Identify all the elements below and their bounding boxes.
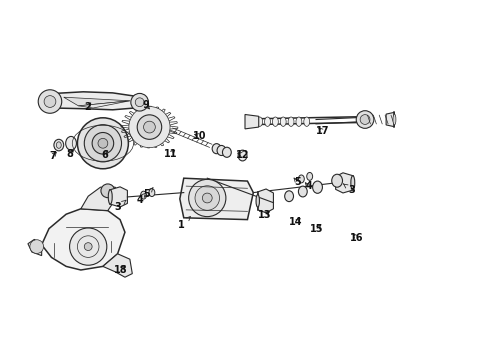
Ellipse shape	[307, 172, 313, 180]
Ellipse shape	[288, 117, 294, 126]
Ellipse shape	[54, 139, 64, 151]
Circle shape	[101, 184, 115, 198]
Circle shape	[44, 96, 56, 107]
Polygon shape	[386, 112, 394, 127]
Polygon shape	[45, 92, 142, 110]
Text: 17: 17	[316, 126, 329, 136]
Text: 3: 3	[343, 184, 355, 195]
Circle shape	[144, 121, 155, 133]
Circle shape	[70, 228, 107, 265]
Polygon shape	[258, 189, 273, 213]
Text: 4: 4	[305, 181, 312, 192]
Ellipse shape	[212, 144, 221, 154]
Text: 15: 15	[310, 224, 323, 234]
Ellipse shape	[296, 117, 302, 126]
Polygon shape	[336, 173, 353, 193]
Ellipse shape	[56, 142, 61, 148]
Polygon shape	[180, 178, 253, 220]
Circle shape	[195, 186, 220, 210]
Ellipse shape	[393, 114, 396, 125]
Text: 18: 18	[114, 265, 128, 275]
Circle shape	[30, 240, 44, 253]
Text: 4: 4	[136, 193, 146, 205]
Circle shape	[129, 107, 170, 148]
Text: 5: 5	[144, 188, 153, 199]
Polygon shape	[245, 114, 259, 129]
Ellipse shape	[272, 117, 278, 126]
Text: 1: 1	[178, 217, 191, 230]
Ellipse shape	[108, 190, 112, 204]
Circle shape	[98, 138, 108, 148]
Text: 16: 16	[350, 233, 364, 243]
Ellipse shape	[304, 117, 310, 126]
Circle shape	[135, 98, 144, 107]
Polygon shape	[64, 97, 130, 106]
Text: 12: 12	[236, 150, 249, 160]
Ellipse shape	[280, 117, 286, 126]
Ellipse shape	[256, 195, 259, 207]
Ellipse shape	[141, 191, 147, 199]
Circle shape	[77, 118, 128, 169]
Circle shape	[360, 114, 370, 125]
Text: 3: 3	[114, 200, 126, 212]
Polygon shape	[42, 209, 125, 270]
Ellipse shape	[298, 186, 307, 197]
Circle shape	[356, 111, 374, 129]
Ellipse shape	[257, 117, 263, 126]
Text: 2: 2	[84, 102, 91, 112]
Ellipse shape	[66, 136, 76, 150]
Ellipse shape	[265, 117, 270, 126]
Circle shape	[84, 243, 92, 251]
Text: 8: 8	[67, 149, 74, 159]
Ellipse shape	[238, 150, 247, 161]
Text: 9: 9	[143, 100, 149, 110]
Ellipse shape	[285, 191, 294, 202]
Circle shape	[84, 125, 122, 162]
Circle shape	[202, 193, 212, 203]
Text: 6: 6	[101, 150, 108, 160]
Circle shape	[189, 179, 226, 217]
Text: 14: 14	[289, 217, 303, 228]
Circle shape	[38, 90, 62, 113]
Ellipse shape	[217, 145, 226, 156]
Ellipse shape	[222, 147, 231, 157]
Text: 10: 10	[193, 131, 207, 141]
Ellipse shape	[351, 176, 355, 190]
Ellipse shape	[332, 174, 343, 187]
Text: 5: 5	[294, 177, 301, 187]
Polygon shape	[103, 254, 132, 277]
Circle shape	[131, 94, 148, 111]
Circle shape	[92, 132, 114, 154]
Polygon shape	[81, 187, 120, 211]
Text: 13: 13	[258, 210, 271, 220]
Ellipse shape	[313, 181, 322, 193]
Polygon shape	[78, 101, 130, 108]
Text: 11: 11	[164, 149, 177, 159]
Polygon shape	[28, 239, 42, 256]
Text: 7: 7	[49, 151, 56, 161]
Ellipse shape	[149, 189, 155, 197]
Ellipse shape	[298, 175, 304, 183]
Circle shape	[137, 115, 162, 139]
Polygon shape	[110, 187, 127, 207]
